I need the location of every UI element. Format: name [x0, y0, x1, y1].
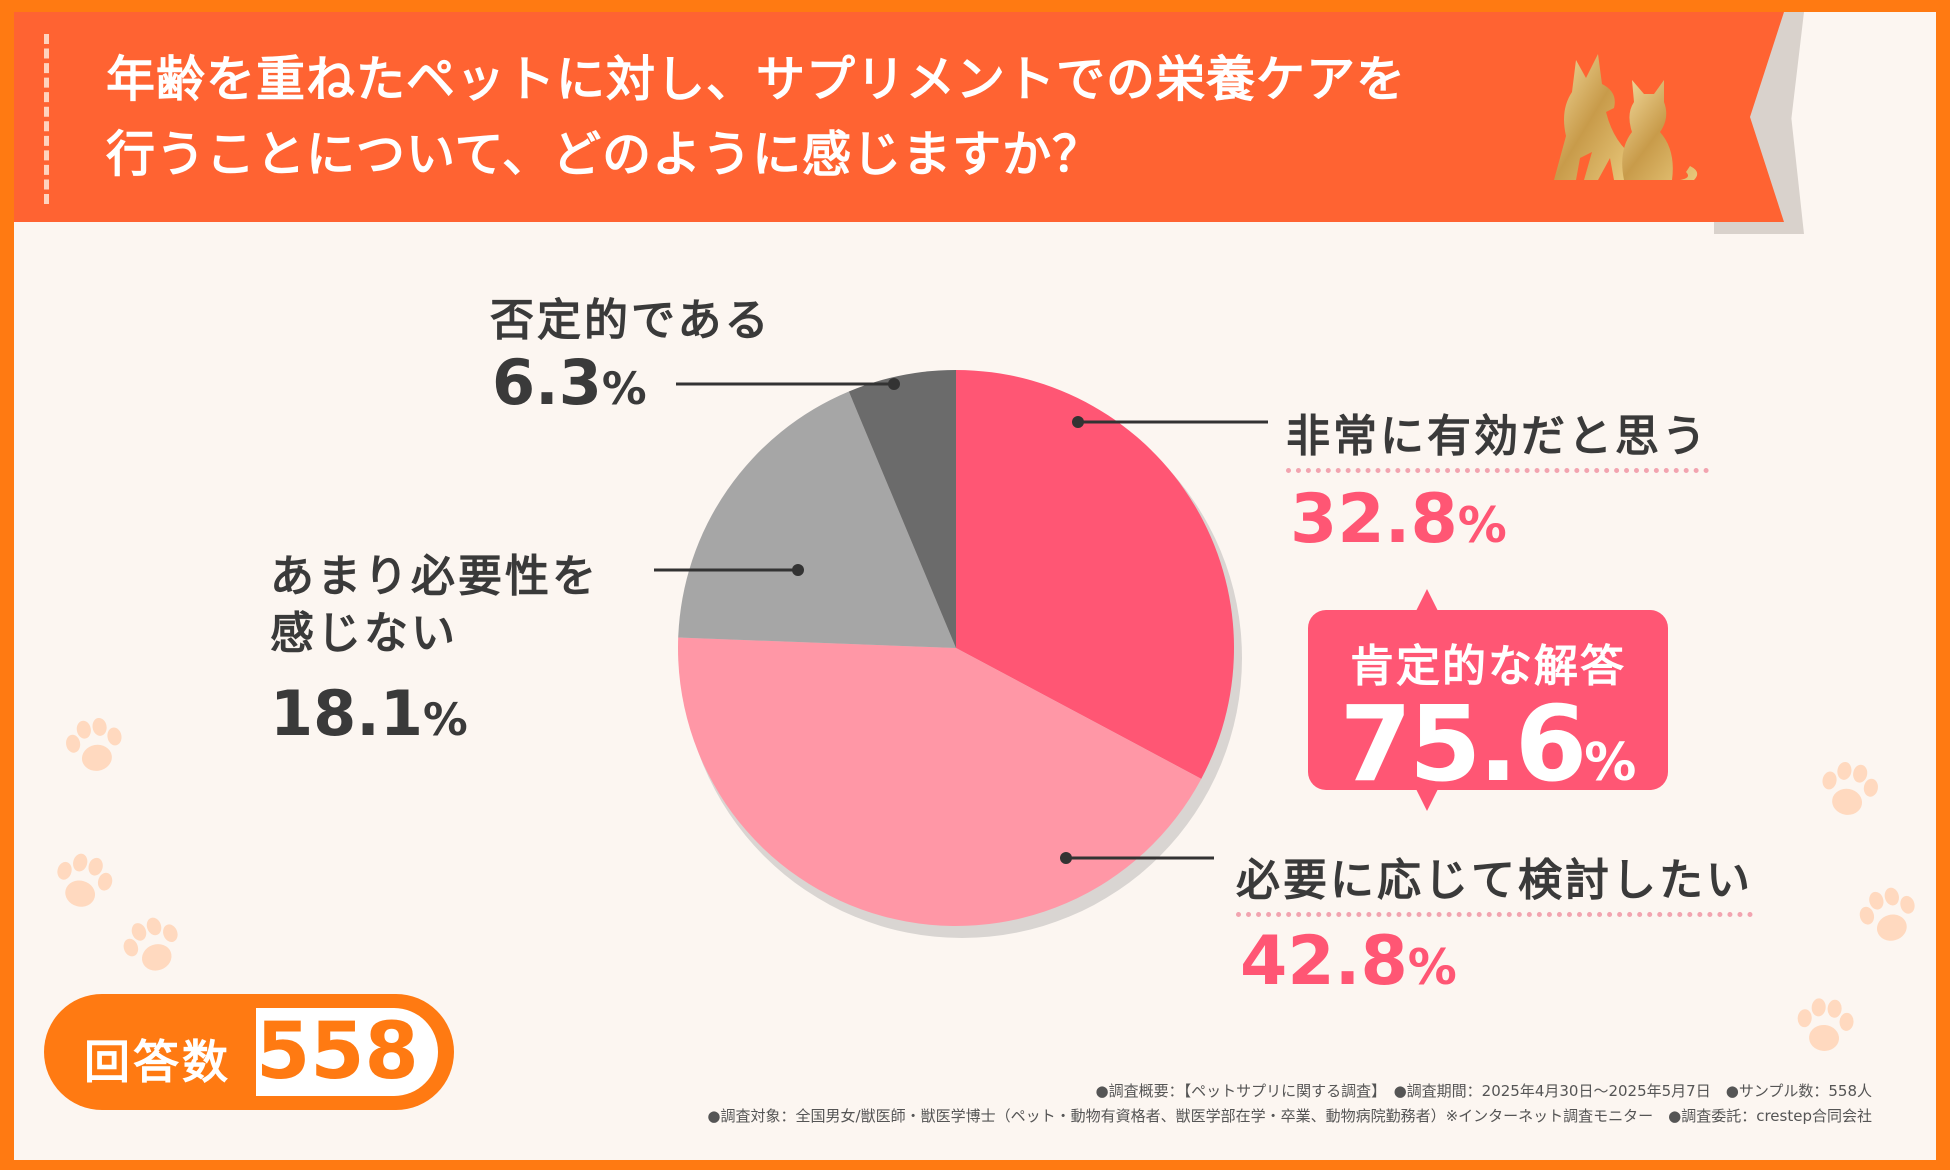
leader-dot-not-needed [792, 564, 804, 576]
leader-dot-consider [1060, 852, 1072, 864]
summary-pointer-down [1416, 789, 1438, 811]
pct-not-needed: 18.1% [270, 677, 468, 750]
dog-and-cat-icon [1554, 54, 1698, 180]
positive-summary-pct: 75.6% [1308, 692, 1668, 813]
pct-consider-unit: % [1407, 939, 1457, 996]
label-very-effective-text: 非常に有効だと思う [1286, 411, 1709, 473]
page-title: 年齢を重ねたペットに対し、サプリメントでの栄養ケアを 行うことについて、どのよう… [106, 42, 1526, 192]
pct-consider-value: 42.8 [1240, 922, 1408, 1001]
label-very-effective: 非常に有効だと思う [1286, 400, 1709, 473]
header-banner: 年齢を重ねたペットに対し、サプリメントでの栄養ケアを 行うことについて、どのよう… [14, 12, 1784, 222]
label-negative: 否定的である [490, 295, 772, 346]
positive-summary-value: 75.6 [1339, 683, 1588, 805]
pie-slice-negative [848, 370, 956, 648]
infographic-canvas: 年齢を重ねたペットに対し、サプリメントでの栄養ケアを 行うことについて、どのよう… [14, 12, 1936, 1160]
title-line-2: 行うことについて、どのように感じますか？ [106, 126, 1103, 183]
pie-chart [654, 370, 1268, 938]
footer-survey-info-1: ●調査概要：【ペットサプリに関する調査】 ●調査期間：2025年4月30日～20… [1095, 1082, 1872, 1100]
label-not-needed-line-2: 感じない [270, 608, 458, 659]
pie-slice-very-effective [956, 370, 1235, 779]
pie-slice-consider [678, 637, 1202, 927]
pct-very-effective: 32.8% [1290, 480, 1507, 559]
pct-negative-value: 6.3 [492, 346, 602, 419]
paw-print-icon [1797, 998, 1854, 1051]
paw-print-icon [66, 717, 122, 771]
pct-negative-unit: % [601, 363, 647, 415]
leader-dot-negative [888, 378, 900, 390]
positive-summary-unit: % [1584, 733, 1637, 793]
pct-very-effective-unit: % [1457, 497, 1507, 554]
pct-consider: 42.8% [1240, 922, 1457, 1001]
response-count-label: 回答数 [84, 1035, 231, 1089]
footer-survey-info-2: ●調査対象：全国男女/獣医師・獣医学博士（ペット・動物有資格者、獣医学部在学・卒… [707, 1107, 1872, 1125]
pct-negative: 6.3% [492, 346, 647, 419]
paw-print-icon [123, 917, 178, 971]
label-consider: 必要に応じて検討したい [1236, 844, 1753, 917]
leader-dot-very-effective [1072, 416, 1084, 428]
title-line-1: 年齢を重ねたペットに対し、サプリメントでの栄養ケアを [106, 51, 1407, 108]
paw-print-icon [57, 853, 113, 907]
paw-print-icon [1822, 761, 1878, 815]
pct-not-needed-unit: % [422, 694, 468, 746]
pct-not-needed-value: 18.1 [270, 677, 423, 750]
response-count-badge: 回答数 558 [44, 994, 454, 1110]
response-count-box: 558 [256, 1008, 438, 1096]
response-count-value: 558 [256, 1007, 419, 1097]
label-consider-text: 必要に応じて検討したい [1236, 855, 1753, 917]
summary-pointer-up [1416, 589, 1438, 611]
header-dashed-line [44, 34, 49, 204]
positive-summary-box: 肯定的な解答 75.6% [1308, 610, 1668, 796]
pie-slice-not-needed [678, 391, 956, 648]
positive-summary-label: 肯定的な解答 [1350, 641, 1626, 692]
pct-very-effective-value: 32.8 [1290, 480, 1458, 559]
paw-print-icon [1859, 887, 1915, 941]
label-not-needed-line-1: あまり必要性を [270, 551, 599, 602]
